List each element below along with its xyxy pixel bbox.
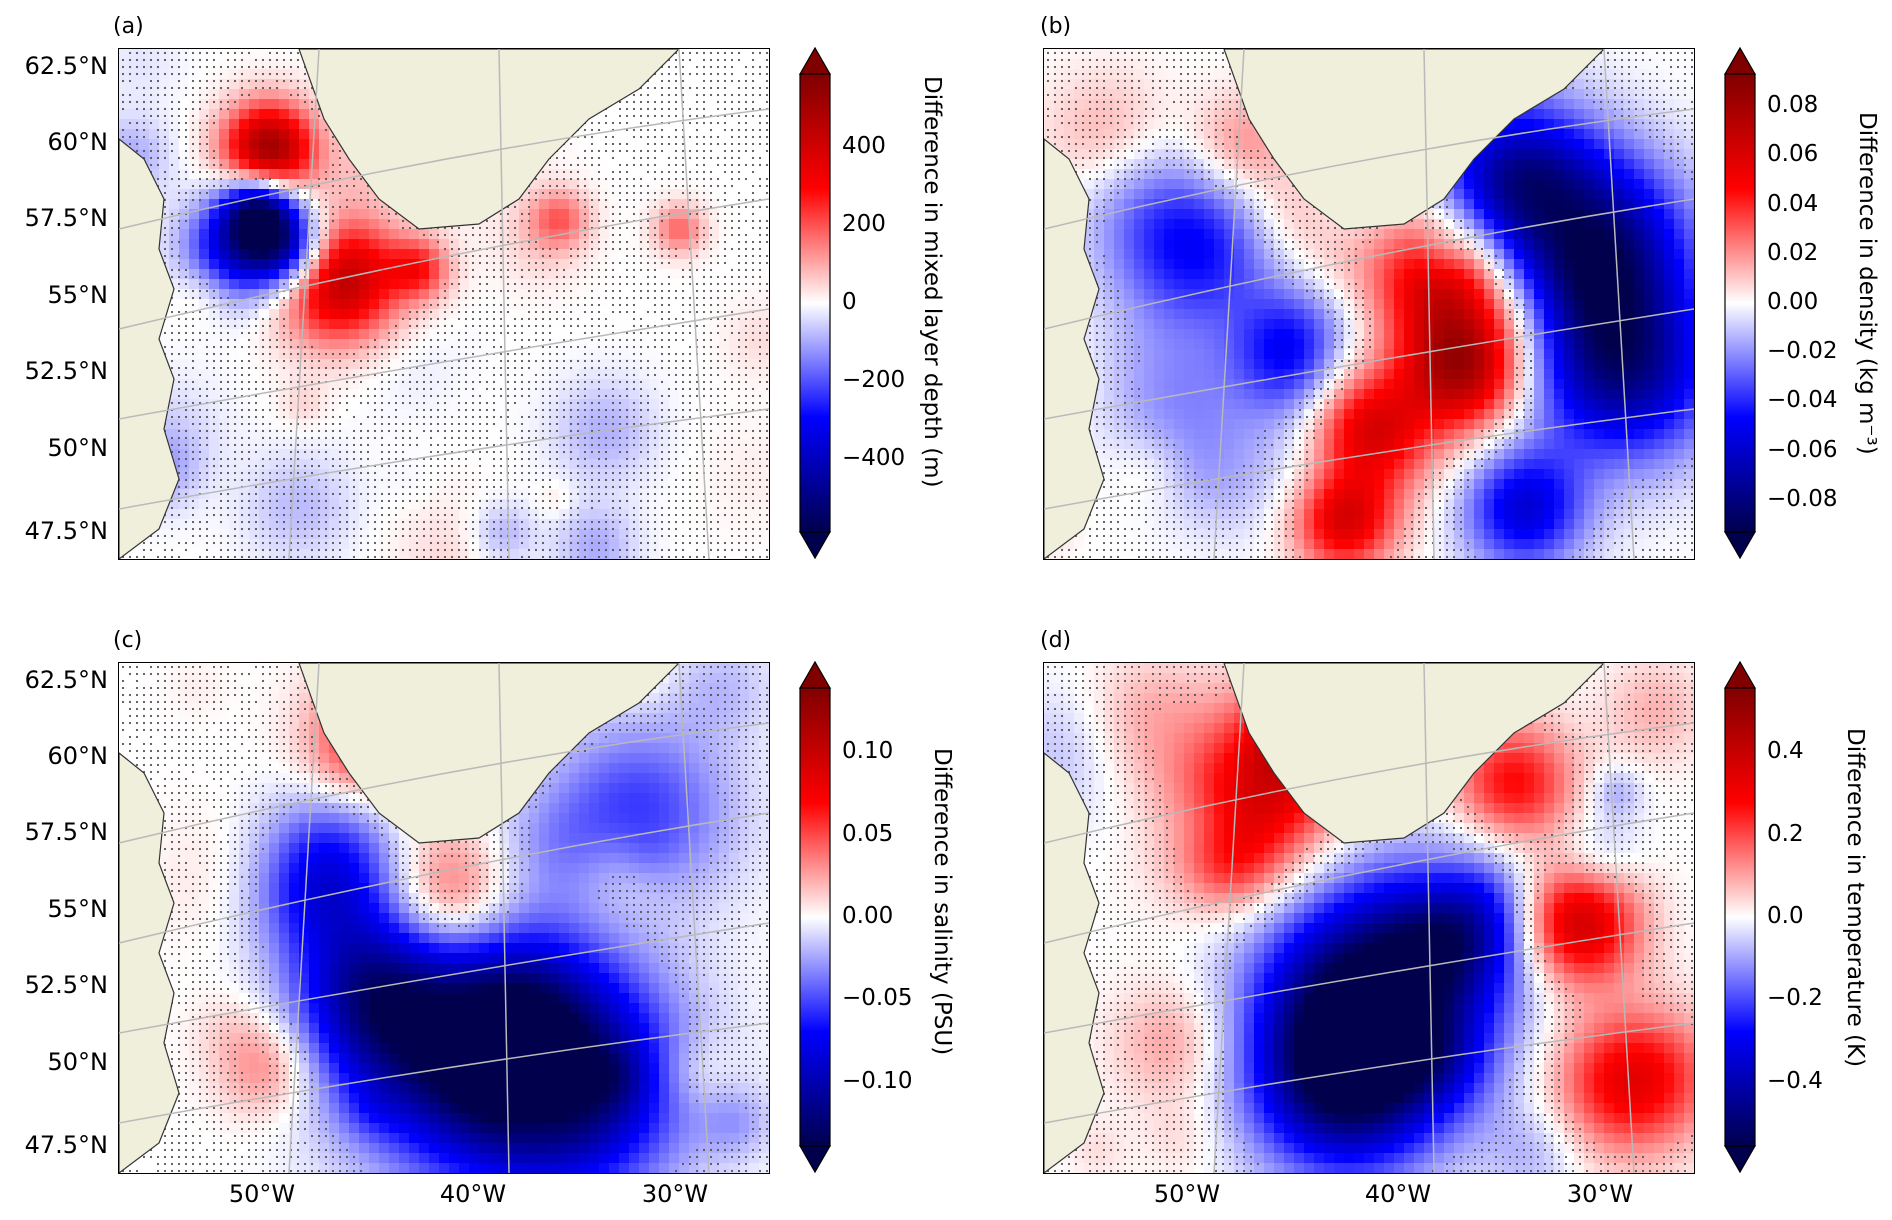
lon-label: 50°W (1127, 1180, 1247, 1208)
panel-c-letter: (c) (113, 628, 142, 653)
lon-label: 40°W (413, 1180, 533, 1208)
cbar-max-triangle (798, 660, 832, 689)
colorbar-tick-label: 0.08 (1767, 92, 1818, 118)
cbar-body (1724, 73, 1756, 533)
panel-a-colorbar-title: Difference in mixed layer depth (m) (919, 76, 945, 488)
lat-label: 57.5°N (8, 818, 108, 846)
colorbar-tick-label: 0.06 (1767, 141, 1818, 167)
colorbar-tick-label: 0.04 (1767, 191, 1818, 217)
panel-c-colorbar-title: Difference in salinity (PSU) (929, 748, 955, 1055)
colorbar-tick-label: −0.10 (842, 1068, 912, 1094)
lat-label: 62.5°N (8, 666, 108, 694)
lat-label: 57.5°N (8, 204, 108, 232)
colorbar-tick-label: 400 (842, 133, 886, 159)
lat-label: 52.5°N (8, 971, 108, 999)
colorbar-tick-label: 0.00 (842, 903, 893, 929)
cbar-min-triangle (798, 1145, 832, 1174)
panel-b-colorbar-gradient (1723, 46, 1757, 560)
panel-a-colorbar (798, 46, 832, 560)
panel-c-colorbar (798, 660, 832, 1174)
panel-d-colorbar-gradient (1723, 660, 1757, 1174)
colorbar-tick-label: 0.10 (842, 738, 893, 764)
land (119, 49, 680, 559)
cbar-max-triangle (798, 46, 832, 75)
colorbar-tick-label: −0.4 (1767, 1068, 1823, 1094)
lon-label: 50°W (202, 1180, 322, 1208)
panel-c-map (118, 662, 770, 1174)
lat-label: 50°N (8, 1048, 109, 1076)
colorbar-tick-label: −0.08 (1767, 486, 1837, 512)
panel-a-colorbar-gradient (798, 46, 832, 560)
panel-d-letter: (d) (1040, 628, 1071, 653)
panel-a-field (119, 49, 769, 559)
panel-c-field (119, 663, 769, 1173)
colorbar-tick-label: −0.04 (1767, 387, 1837, 413)
colorbar-tick-label: 0.0 (1767, 903, 1804, 929)
colorbar-tick-label: −0.05 (842, 985, 912, 1011)
colorbar-tick-label: 0.4 (1767, 738, 1804, 764)
colorbar-tick-label: −0.02 (1767, 338, 1837, 364)
land (1044, 663, 1605, 1173)
panel-a-letter: (a) (113, 14, 144, 39)
field-cells (1044, 663, 1694, 1173)
lat-label: 60°N (8, 128, 109, 156)
colorbar-tick-label: 200 (842, 211, 886, 237)
panel-b-field (1044, 49, 1694, 559)
lat-label: 62.5°N (8, 52, 108, 80)
graticule (119, 663, 769, 1173)
lat-label: 55°N (8, 281, 109, 309)
panel-a-map (118, 48, 770, 560)
cbar-max-triangle (1723, 46, 1757, 75)
graticule (1044, 663, 1694, 1173)
cbar-max-triangle (1723, 660, 1757, 689)
lat-label: 55°N (8, 895, 109, 923)
colorbar-tick-label: 0.2 (1767, 821, 1804, 847)
cbar-body (799, 73, 831, 533)
lon-label: 30°W (1540, 1180, 1660, 1208)
cbar-body (799, 687, 831, 1147)
graticule (1044, 49, 1694, 559)
panel-b-colorbar-title: Difference in density (kg m⁻³) (1854, 112, 1880, 455)
colorbar-tick-label: 0.02 (1767, 240, 1818, 266)
lon-label: 30°W (615, 1180, 735, 1208)
colorbar-tick-label: −400 (842, 445, 905, 471)
panel-d-colorbar (1723, 660, 1757, 1174)
lon-label: 40°W (1338, 1180, 1458, 1208)
lat-label: 47.5°N (8, 1131, 108, 1159)
panel-b-letter: (b) (1040, 14, 1071, 39)
land (119, 663, 680, 1173)
panel-b-colorbar (1723, 46, 1757, 560)
lat-label: 60°N (8, 742, 109, 770)
panel-c-colorbar-gradient (798, 660, 832, 1174)
panel-d-map (1043, 662, 1695, 1174)
colorbar-tick-label: −0.2 (1767, 985, 1823, 1011)
panel-b-map (1043, 48, 1695, 560)
cbar-min-triangle (1723, 531, 1757, 560)
colorbar-tick-label: −0.06 (1767, 437, 1837, 463)
land (1044, 49, 1605, 559)
panel-d-colorbar-title: Difference in temperature (K) (1842, 728, 1868, 1067)
lat-label: 47.5°N (8, 517, 108, 545)
panel-d-field (1044, 663, 1694, 1173)
cbar-min-triangle (1723, 1145, 1757, 1174)
lat-label: 50°N (8, 434, 109, 462)
colorbar-tick-label: 0 (842, 289, 857, 315)
cbar-min-triangle (798, 531, 832, 560)
cbar-body (1724, 687, 1756, 1147)
graticule (119, 49, 769, 559)
colorbar-tick-label: −200 (842, 367, 905, 393)
lat-label: 52.5°N (8, 357, 108, 385)
colorbar-tick-label: 0.00 (1767, 289, 1818, 315)
colorbar-tick-label: 0.05 (842, 821, 893, 847)
